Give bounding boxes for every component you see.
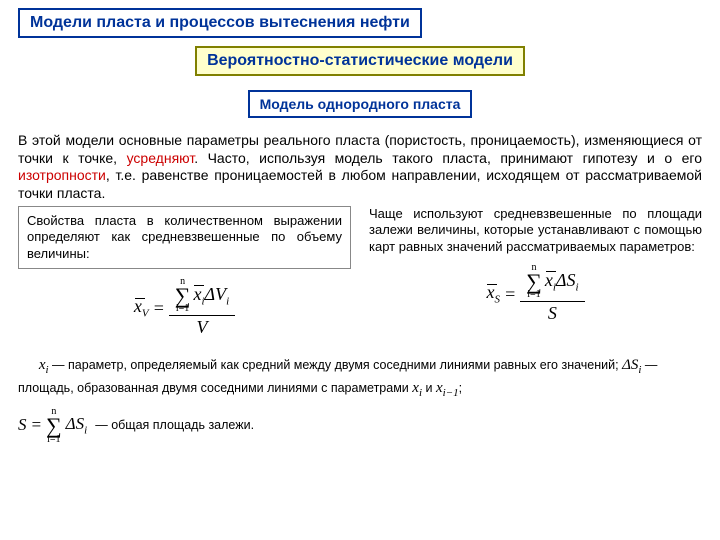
column-right: Чаще используют средневзвешенные по площ… — [369, 206, 702, 343]
legend2-v1: x — [412, 380, 419, 396]
sum-delta-s: ΔS — [66, 414, 84, 433]
legend1-text: — параметр, определяемый как средний меж… — [49, 358, 622, 372]
para-highlight-2: изотропности — [18, 167, 106, 183]
para-highlight-1: усредняют — [127, 150, 195, 166]
sum-delta-idx-s: i — [84, 425, 87, 437]
title-section-wrap: Модель однородного пласта — [18, 90, 702, 126]
column-left: Свойства пласта в количественном выражен… — [18, 206, 351, 343]
title-main: Модели пласта и процессов вытеснения неф… — [18, 8, 422, 38]
formula-area-average: xS = n ∑ i=1 xiΔSi S — [486, 263, 584, 326]
formula-fraction: n ∑ i=1 xiΔVi V — [169, 277, 235, 340]
legend2-end: ; — [459, 381, 462, 395]
legend2-v2: x — [436, 380, 443, 396]
formula-r-denominator: S — [542, 302, 563, 325]
sigma-icon: ∑ — [175, 287, 191, 305]
title-section: Модель однородного пласта — [248, 90, 473, 118]
sum-bot-s: i=1 — [47, 435, 60, 445]
formula-r-lhs-var: x — [486, 282, 494, 303]
legend2-v2s: i−1 — [443, 387, 459, 399]
legend3-text: — общая площадь залежи. — [95, 417, 254, 434]
formula-lhs-sub: V — [142, 308, 149, 320]
legend-line-1: xi — параметр, определяемый как средний … — [18, 355, 702, 401]
sum-delta-idx-r: i — [575, 281, 578, 293]
equals-sign: = — [153, 298, 165, 319]
formula-volume-average: xV = n ∑ i=1 xiΔVi V — [134, 277, 235, 340]
equals-sign-r: = — [504, 284, 516, 305]
right-text: Чаще используют средневзвешенные по площ… — [369, 206, 702, 255]
sum-symbol-r: n ∑ i=1 — [526, 263, 542, 301]
title-subtitle: Вероятностно-статистические модели — [195, 46, 525, 76]
formula-r-numerator: n ∑ i=1 xiΔSi — [520, 263, 584, 303]
para-text-b: . Часто, используя модель такого пласта,… — [194, 150, 702, 166]
sum-bot-r: i=1 — [527, 290, 540, 300]
sum-bot: i=1 — [176, 304, 189, 314]
sigma-icon-s: ∑ — [46, 417, 62, 435]
formula-total-area: S = n ∑ i=1 ΔSi — [18, 407, 87, 445]
legend1-var: x — [39, 357, 46, 373]
formula-r-lhs-sub: S — [494, 294, 500, 306]
sum-delta-idx: i — [226, 295, 229, 307]
sum-var-r: x — [545, 270, 553, 291]
formula-lhs-var: x — [134, 296, 142, 317]
sum-symbol: n ∑ i=1 — [175, 277, 191, 315]
legend-line-2: S = n ∑ i=1 ΔSi — общая площадь залежи. — [18, 407, 702, 445]
formula-numerator: n ∑ i=1 xiΔVi — [169, 277, 235, 317]
left-box-text: Свойства пласта в количественном выражен… — [18, 206, 351, 269]
formula-right-wrap: xS = n ∑ i=1 xiΔSi S — [369, 263, 702, 326]
sum-var: x — [193, 284, 201, 305]
equals-sign-s: = — [31, 414, 42, 437]
columns-container: Свойства пласта в количественном выражен… — [18, 206, 702, 343]
sigma-icon-r: ∑ — [526, 273, 542, 291]
formula-r-fraction: n ∑ i=1 xiΔSi S — [520, 263, 584, 326]
legend-block: x i — параметр, определяемый как средний … — [18, 355, 702, 444]
sum-delta: ΔV — [205, 284, 227, 304]
legend2-var: ΔS — [622, 357, 638, 373]
sum-delta-r: ΔS — [556, 270, 576, 290]
formula-left-wrap: xV = n ∑ i=1 xiΔVi V — [18, 277, 351, 340]
legend3-lhs: S — [18, 414, 27, 437]
formula-denominator: V — [190, 316, 213, 339]
title-subtitle-wrap: Вероятностно-статистические модели — [18, 46, 702, 84]
intro-paragraph: В этой модели основные параметры реально… — [18, 132, 702, 202]
legend2-and: и — [422, 381, 436, 395]
para-text-c: , т.е. равенстве проницаемостей в любом … — [18, 167, 702, 201]
sum-symbol-s: n ∑ i=1 — [46, 407, 62, 445]
